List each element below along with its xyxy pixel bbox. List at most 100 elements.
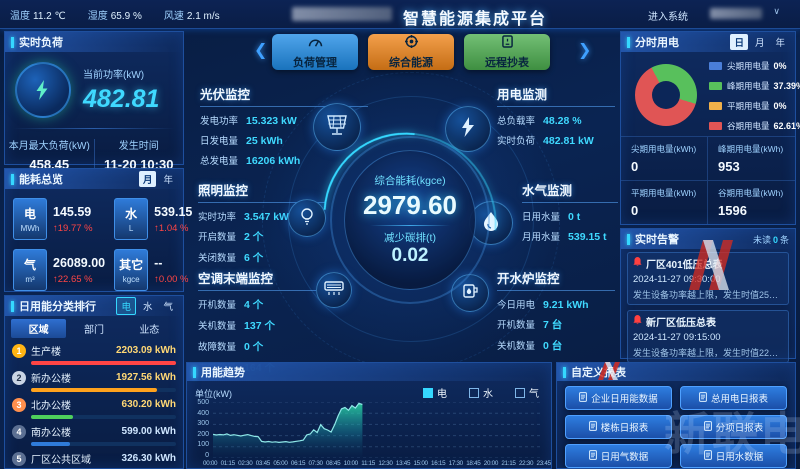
ranking-bar-track bbox=[31, 361, 176, 365]
panel-accent bbox=[11, 36, 14, 48]
nav-button-负荷管理[interactable]: 负荷管理 bbox=[272, 34, 358, 70]
monitor-title: 光伏监控 bbox=[200, 84, 368, 107]
tou-stat-cell: 尖期用电量(kWh) 0 bbox=[621, 136, 708, 180]
legend-swatch bbox=[709, 82, 722, 90]
monitor-row: 开启数量 2 个 bbox=[198, 229, 326, 244]
x-tick-label: 18:45 bbox=[466, 460, 481, 467]
temperature-item: 温度 11.2 ℃ bbox=[10, 11, 66, 22]
unread-counter: 未读 0 条 bbox=[752, 234, 789, 245]
monitor-row: 实时负荷 482.81 kW bbox=[497, 133, 615, 147]
x-tick-label: 17:30 bbox=[448, 460, 464, 467]
chevron-down-icon[interactable]: ∨ bbox=[773, 6, 780, 16]
tou-stat-cell: 谷期用电量(kWh) 1596 bbox=[708, 180, 795, 224]
report-button-楼栋日报表[interactable]: 楼栋日报表 bbox=[565, 415, 672, 439]
report-button-分项日报表[interactable]: 分项日报表 bbox=[680, 415, 787, 439]
ranking-name: 新办公楼 bbox=[31, 374, 71, 385]
monitor-value: 482.81 kW bbox=[543, 135, 594, 147]
ranking-bar-track bbox=[31, 415, 176, 419]
monitor-label: 开机数量 bbox=[198, 300, 237, 311]
ranking-value: 1927.56 kWh bbox=[115, 372, 176, 383]
legend-swatch bbox=[709, 62, 722, 70]
nav-scroll-left-icon[interactable]: ❮ bbox=[254, 42, 268, 59]
alert-title: 厂区401低压总表 bbox=[646, 260, 723, 271]
energy-icon bbox=[404, 34, 418, 53]
ranking-name: 生产楼 bbox=[31, 347, 61, 358]
chart-legend-toggle-电[interactable]: 电 bbox=[423, 385, 447, 400]
monitor-boiler: 开水炉监控 今日用电 9.21 kWh 开机数量 7 台关机数量 0 台 bbox=[497, 268, 615, 353]
tab-year[interactable]: 年 bbox=[163, 175, 173, 186]
nav-scroll-right-icon[interactable]: ❯ bbox=[578, 42, 592, 59]
alert-item[interactable]: 新厂区低压总表 2024-11-27 09:15:00 发生设备功率越上限，发生时值… bbox=[627, 310, 789, 363]
chart-legend-toggle-气[interactable]: 气 bbox=[515, 385, 539, 400]
ranking-name: 北办公楼 bbox=[31, 401, 71, 412]
doc-icon bbox=[703, 420, 712, 434]
ranking-row[interactable]: 4 南办公楼 599.00 kWh bbox=[12, 424, 176, 446]
ranking-row[interactable]: 2 新办公楼 1927.56 kWh bbox=[12, 370, 176, 392]
tou-stat-cell: 平期用电量(kWh) 0 bbox=[621, 180, 708, 224]
x-tick-label: 00:00 bbox=[203, 460, 218, 467]
username-blurred[interactable] bbox=[710, 8, 762, 19]
energy-type-name: 电 bbox=[23, 207, 36, 221]
chart-legend: 电水气 bbox=[423, 385, 539, 400]
tab-month[interactable]: 月 bbox=[754, 38, 765, 49]
report-button-日用气数据[interactable]: 日用气数据 bbox=[565, 444, 672, 468]
energy-value: 26089.00 bbox=[53, 255, 106, 270]
ranking-name: 南办公楼 bbox=[31, 428, 71, 439]
meter-icon bbox=[501, 34, 513, 53]
x-axis-labels: 00:00 01:15 02:30 03:45 05:00 06:15 07:30 08:45… bbox=[203, 460, 551, 467]
monitor-lighting: 照明监控 实时功率 3.547 kW 开启数量 2 个关闭数量 6 个 bbox=[198, 180, 326, 265]
delta-value: 22.65 % bbox=[57, 273, 93, 285]
tab-electric[interactable]: 电 bbox=[116, 297, 136, 315]
report-button-总用电日报表[interactable]: 总用电日报表 bbox=[680, 386, 787, 410]
column-tab-region[interactable]: 区域 bbox=[11, 319, 67, 338]
report-button-日用水数据[interactable]: 日用水数据 bbox=[680, 444, 787, 468]
monitor-title: 空调末端监控 bbox=[198, 268, 346, 291]
ranking-row[interactable]: 5 厂区公共区域 326.30 kWh bbox=[12, 451, 176, 469]
column-tab-department[interactable]: 部门 bbox=[83, 325, 104, 336]
panel-accent bbox=[627, 233, 630, 245]
tab-gas[interactable]: 气 bbox=[163, 302, 173, 313]
doc-icon bbox=[699, 391, 707, 405]
divider bbox=[93, 139, 95, 170]
tab-year[interactable]: 年 bbox=[775, 38, 785, 49]
x-tick-label: 06:15 bbox=[290, 460, 306, 467]
chart-legend-toggle-水[interactable]: 水 bbox=[469, 385, 493, 400]
monitor-row: 关机数量 137 个 bbox=[198, 318, 346, 333]
nav-button-label: 负荷管理 bbox=[293, 56, 337, 69]
ranking-row[interactable]: 1 生产楼 2203.09 kWh bbox=[12, 343, 176, 365]
tab-month[interactable]: 月 bbox=[138, 171, 157, 187]
x-tick-label: 23:45 bbox=[536, 460, 552, 467]
energy-overview-card: 气 m³ 26089.00 ↑22.65 % bbox=[13, 249, 105, 291]
energy-type-tile: 气 m³ bbox=[13, 249, 47, 291]
delta-value: 0.00 % bbox=[158, 273, 189, 285]
nav-button-综合能源[interactable]: 综合能源 bbox=[368, 34, 454, 70]
ranking-bar-fill bbox=[31, 388, 158, 392]
tab-water[interactable]: 水 bbox=[142, 302, 153, 313]
x-tick-label: 13:45 bbox=[395, 460, 411, 467]
monitor-value: 2 个 bbox=[244, 231, 264, 243]
energy-overview-panel: 能耗总览 月 年 电 MWh 145.59 ↑19.77 % 水 L 539.15 ↑1.04… bbox=[4, 168, 192, 292]
ranking-bar-track bbox=[31, 388, 176, 392]
tab-day[interactable]: 日 bbox=[730, 34, 748, 50]
realtime-load-title: 实时负荷 bbox=[19, 37, 63, 49]
monitor-title: 水气监测 bbox=[522, 180, 618, 203]
ranking-bar-fill bbox=[31, 415, 74, 419]
ranking-title: 日用能分类排行 bbox=[19, 301, 96, 313]
alert-time: 2024-11-27 09:30:00 bbox=[633, 274, 721, 285]
energy-overview-title: 能耗总览 bbox=[19, 174, 63, 186]
column-tab-business[interactable]: 业态 bbox=[139, 325, 160, 336]
ranking-row[interactable]: 3 北办公楼 630.20 kWh bbox=[12, 397, 176, 419]
nav-button-远程抄表[interactable]: 远程抄表 bbox=[464, 34, 550, 70]
enter-system-link[interactable]: 进入系统 bbox=[648, 12, 688, 23]
x-tick-label: 10:00 bbox=[343, 460, 359, 467]
bulb-icon bbox=[299, 207, 315, 230]
y-tick-label: 400 bbox=[197, 409, 209, 417]
wind-item: 风速 2.1 m/s bbox=[163, 11, 220, 22]
report-button-企业日用能数据[interactable]: 企业日用能数据 bbox=[565, 386, 672, 410]
tou-title: 分时用电 bbox=[635, 37, 679, 49]
energy-type-name: 其它 bbox=[119, 258, 144, 272]
monitor-value: 48.28 % bbox=[543, 115, 582, 127]
ranking-value: 599.00 kWh bbox=[121, 426, 176, 437]
alert-item[interactable]: 厂区401低压总表 2024-11-27 09:30:00 发生设备功率越上限，发生… bbox=[627, 252, 789, 305]
